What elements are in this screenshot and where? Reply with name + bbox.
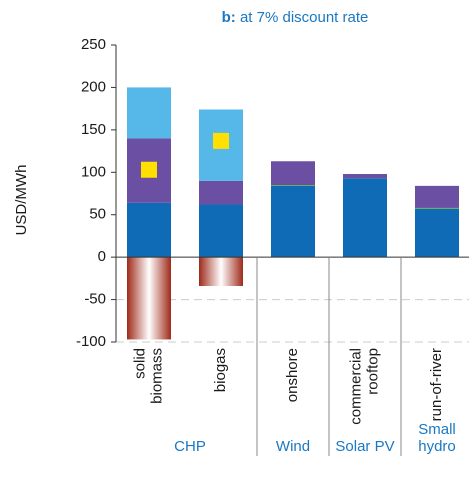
bar-segment <box>199 257 243 286</box>
x-tick-label: biogas <box>212 348 229 392</box>
x-tick-label-line: biomass <box>148 348 165 404</box>
y-tick-label: 50 <box>89 206 106 223</box>
group-label: Wind <box>276 438 310 455</box>
bar-segment <box>127 202 171 258</box>
bar-segment <box>415 185 459 208</box>
x-tick-label-line: onshore <box>284 348 301 402</box>
y-tick-label: 100 <box>81 163 106 180</box>
bar-segment <box>199 204 243 258</box>
x-tick-label-line: biogas <box>212 348 229 392</box>
bar-segment <box>415 207 459 209</box>
bar-segment <box>415 208 459 258</box>
x-tick-label: onshore <box>284 348 301 402</box>
bar-segment <box>199 180 243 205</box>
title-text: at 7% discount rate <box>240 9 368 26</box>
group-label: hydro <box>418 438 456 455</box>
y-tick-label: -100 <box>76 333 106 350</box>
y-tick-label: 0 <box>98 248 106 265</box>
x-tick-label: run-of-river <box>428 348 445 421</box>
y-axis-label: USD/MWh <box>13 165 30 236</box>
y-tick-label: -50 <box>84 291 106 308</box>
marker <box>141 161 157 178</box>
group-label: CHP <box>174 438 206 455</box>
bar-segment <box>127 87 171 139</box>
x-tick-label-line: rooftop <box>364 348 381 395</box>
x-tick-label: commercialrooftop <box>347 348 381 425</box>
y-tick-label: 250 <box>81 36 106 53</box>
y-tick-label: 150 <box>81 121 106 138</box>
title-prefix: b: <box>222 9 236 26</box>
group-label: Solar PV <box>335 438 394 455</box>
bar-segment <box>271 185 315 186</box>
marker <box>213 132 229 149</box>
y-tick-label: 200 <box>81 78 106 95</box>
group-label: Small <box>418 421 456 438</box>
bar-segment <box>127 257 171 340</box>
x-tick-label: solidbiomass <box>131 348 165 404</box>
bar-segment <box>271 185 315 258</box>
x-tick-label-line: solid <box>131 348 148 379</box>
bar-segment <box>343 178 387 258</box>
x-tick-label-line: commercial <box>347 348 364 425</box>
chart-title: b: at 7% discount rate <box>222 9 369 26</box>
x-tick-label-line: run-of-river <box>428 348 445 421</box>
bar-segment <box>271 161 315 186</box>
bar-segment <box>343 173 387 179</box>
